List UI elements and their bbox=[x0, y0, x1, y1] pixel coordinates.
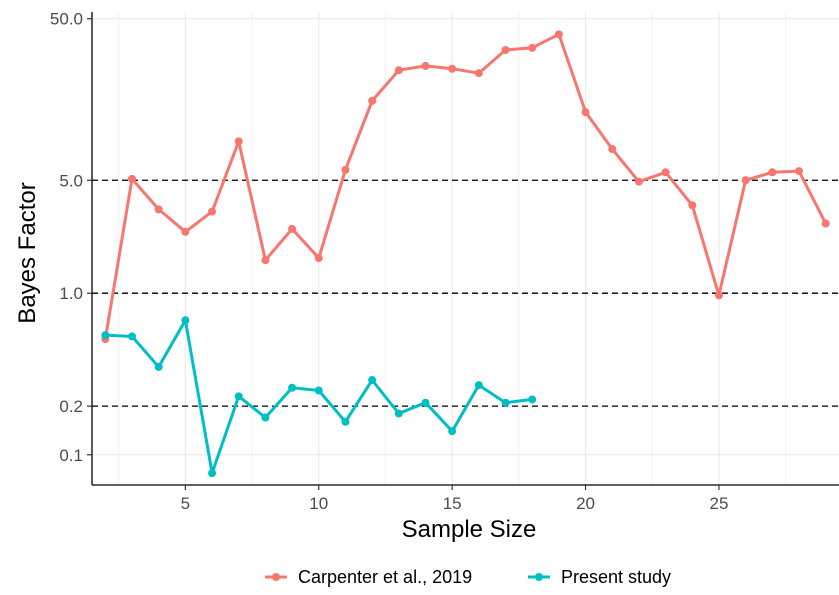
x-tick-label: 15 bbox=[443, 494, 462, 513]
data-point bbox=[768, 168, 777, 177]
data-point bbox=[288, 224, 297, 233]
x-tick-label: 20 bbox=[576, 494, 595, 513]
series-line-0 bbox=[103, 32, 828, 340]
data-point bbox=[394, 409, 403, 418]
legend-label: Carpenter et al., 2019 bbox=[298, 567, 472, 587]
data-point bbox=[448, 64, 457, 73]
data-point bbox=[608, 145, 617, 154]
data-point bbox=[688, 201, 697, 210]
axes: 0.1 0.2 1.0 5.0 50.0 5 10 15 20 25 bbox=[50, 10, 839, 513]
x-tick-label: 5 bbox=[181, 494, 190, 513]
data-point bbox=[314, 254, 323, 263]
data-point bbox=[581, 108, 590, 117]
data-point bbox=[448, 427, 457, 436]
data-point bbox=[208, 469, 217, 478]
data-point bbox=[634, 177, 643, 186]
data-point bbox=[368, 376, 377, 385]
data-point bbox=[314, 386, 323, 395]
data-point bbox=[501, 398, 510, 407]
legend-label: Present study bbox=[561, 567, 671, 587]
y-axis-title: Bayes Factor bbox=[14, 182, 41, 323]
legend-key-point bbox=[535, 573, 543, 581]
data-point bbox=[234, 137, 243, 146]
data-point bbox=[208, 207, 217, 216]
y-tick-label: 0.1 bbox=[59, 446, 83, 465]
y-tick-label: 0.2 bbox=[59, 397, 83, 416]
data-point bbox=[421, 398, 430, 407]
data-point bbox=[421, 61, 430, 70]
series bbox=[101, 30, 830, 478]
legend: Carpenter et al., 2019 Present study bbox=[265, 567, 671, 587]
data-point bbox=[341, 165, 350, 174]
legend-key-point bbox=[272, 573, 280, 581]
grid-lines bbox=[92, 12, 839, 485]
x-tick-label: 25 bbox=[709, 494, 728, 513]
data-point bbox=[661, 168, 670, 177]
x-tick-label: 10 bbox=[309, 494, 328, 513]
data-point bbox=[741, 176, 750, 185]
x-axis-title: Sample Size bbox=[402, 516, 537, 543]
data-point bbox=[368, 96, 377, 105]
data-point bbox=[714, 291, 723, 300]
data-point bbox=[501, 46, 510, 55]
data-point bbox=[181, 227, 190, 236]
data-point bbox=[101, 331, 110, 340]
data-point bbox=[794, 167, 803, 176]
y-tick-label: 1.0 bbox=[59, 284, 83, 303]
reference-lines bbox=[92, 179, 839, 407]
data-point bbox=[128, 332, 137, 341]
data-point bbox=[394, 66, 403, 75]
data-point bbox=[154, 205, 163, 214]
y-tick-label: 5.0 bbox=[59, 171, 83, 190]
data-point bbox=[234, 392, 243, 401]
data-point bbox=[261, 256, 270, 265]
data-point bbox=[181, 316, 190, 325]
data-point bbox=[128, 174, 137, 183]
data-point bbox=[554, 30, 563, 39]
y-tick-label: 50.0 bbox=[50, 10, 83, 29]
data-point bbox=[261, 413, 270, 422]
data-point bbox=[474, 69, 483, 78]
data-point bbox=[154, 362, 163, 371]
data-point bbox=[341, 417, 350, 426]
data-point bbox=[528, 395, 537, 404]
data-point bbox=[288, 383, 297, 392]
data-point bbox=[528, 43, 537, 52]
data-point bbox=[474, 381, 483, 390]
data-point bbox=[821, 219, 830, 228]
